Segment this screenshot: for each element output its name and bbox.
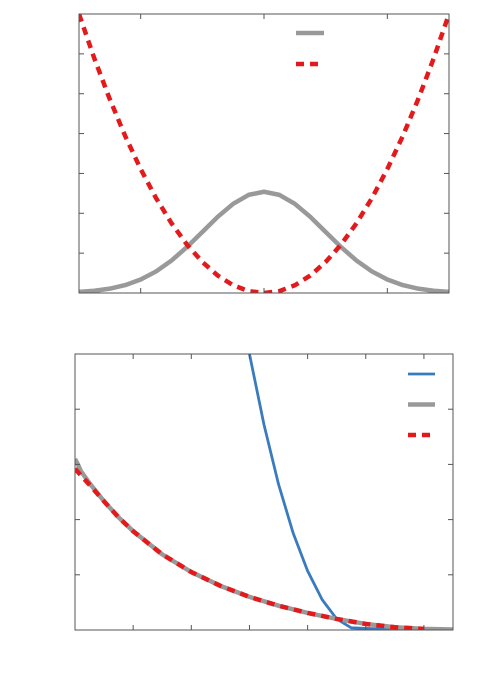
plot-area bbox=[75, 354, 453, 630]
series-3-line bbox=[75, 467, 425, 630]
series-2-line bbox=[75, 457, 453, 630]
series-2-line bbox=[79, 14, 449, 293]
legend bbox=[408, 372, 435, 438]
chart-2 bbox=[74, 353, 454, 631]
axes-frame bbox=[74, 353, 454, 631]
legend bbox=[296, 30, 324, 67]
series-1-line bbox=[248, 354, 424, 630]
chart-1 bbox=[78, 13, 450, 294]
series-1-line bbox=[79, 189, 449, 293]
plot-area bbox=[79, 14, 449, 293]
